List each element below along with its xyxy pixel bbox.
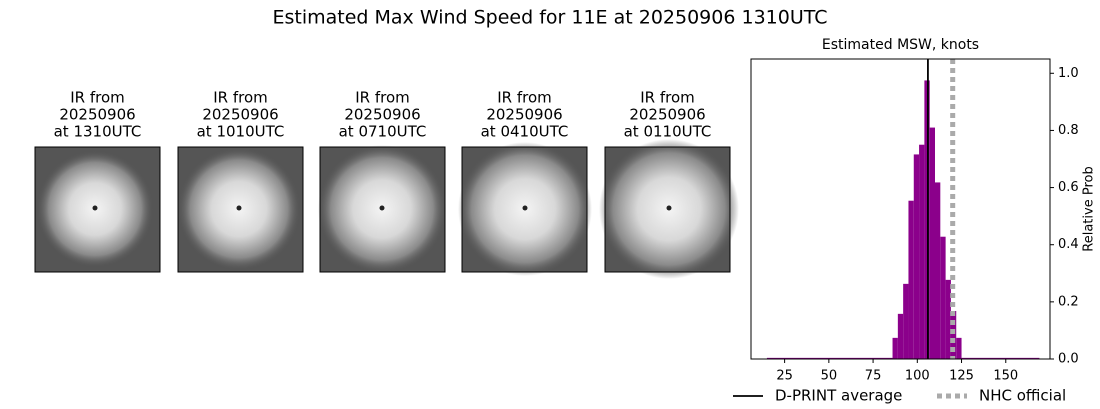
histogram-bar [892,337,898,359]
storm-eye [666,205,672,211]
x-tick-label: 50 [821,369,838,384]
plot-frame [750,58,1051,360]
panel-label: 20250906 [486,106,562,124]
storm-eye [379,205,385,211]
y-tick-label: 1.0 [1058,66,1079,81]
panel-label: IR from [213,89,268,107]
panel-label: at 0710UTC [339,123,427,141]
histogram-bar [950,311,957,359]
image-frame [319,146,446,273]
panel-label: 20250906 [344,106,420,124]
panel-label: 20250906 [202,106,278,124]
histogram-bar [766,357,893,359]
histogram-bar [897,313,904,359]
y-tick-label: 0.4 [1058,237,1079,252]
y-tick-label: 0.0 [1058,352,1079,367]
x-tick-label: 100 [905,369,930,384]
panel-label: IR from [355,89,410,107]
legend-label: D-PRINT average [775,387,902,405]
x-tick-label: 75 [865,369,882,384]
chart-title: Estimated MSW, knots [822,37,979,53]
panel-label: at 1010UTC [197,123,285,141]
histogram-bar [913,154,920,359]
x-tick-label: 150 [993,369,1018,384]
histogram-bar [919,144,925,359]
y-tick-label: 0.6 [1058,180,1079,195]
panel-label: IR from [70,89,125,107]
panel-label: at 1310UTC [54,123,142,141]
panel-label: IR from [497,89,552,107]
image-frame [177,146,304,273]
panel-label: at 0110UTC [624,123,712,141]
x-tick-label: 25 [776,369,793,384]
panel-label: 20250906 [59,106,135,124]
figure-title: Estimated Max Wind Speed for 11E at 2025… [272,7,827,29]
histogram-bar [961,357,1040,359]
histogram-bar [940,236,946,359]
panel-label: at 0410UTC [481,123,569,141]
panel-label: 20250906 [629,106,705,124]
histogram-bar [945,279,951,359]
image-frame [461,146,588,273]
legend-label: NHC official [979,387,1066,405]
histogram-bar [935,182,941,359]
image-frame [604,146,731,273]
x-tick-label: 125 [949,369,974,384]
histogram-bar [929,127,935,359]
storm-eye [92,205,98,211]
storm-eye [522,205,528,211]
image-frame [34,146,161,273]
y-axis-label: Relative Prob [1082,166,1097,251]
histogram-bar [903,283,909,359]
y-tick-label: 0.8 [1058,123,1079,138]
histogram-bar [908,200,914,359]
histogram-bar [956,337,962,359]
y-tick-label: 0.2 [1058,294,1079,309]
panel-label: IR from [640,89,695,107]
storm-eye [236,205,242,211]
